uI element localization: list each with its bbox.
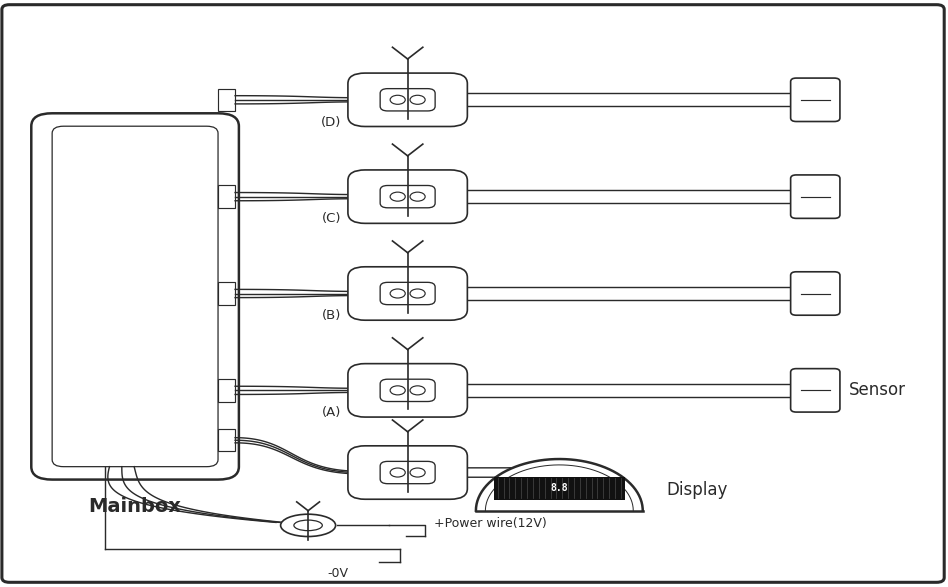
Bar — [218, 185, 235, 208]
FancyBboxPatch shape — [348, 446, 467, 499]
Ellipse shape — [294, 520, 322, 531]
FancyBboxPatch shape — [348, 170, 467, 224]
Text: +Power wire(12V): +Power wire(12V) — [434, 517, 547, 530]
FancyBboxPatch shape — [791, 78, 840, 122]
FancyBboxPatch shape — [380, 379, 435, 402]
FancyBboxPatch shape — [380, 461, 435, 484]
FancyBboxPatch shape — [791, 369, 840, 412]
FancyBboxPatch shape — [2, 5, 944, 582]
Text: 8.8: 8.8 — [551, 483, 568, 494]
FancyBboxPatch shape — [791, 175, 840, 218]
Ellipse shape — [410, 95, 425, 104]
Ellipse shape — [281, 514, 336, 537]
Text: (B): (B) — [322, 309, 341, 322]
FancyBboxPatch shape — [380, 282, 435, 305]
Text: -0V: -0V — [327, 567, 348, 580]
FancyBboxPatch shape — [791, 272, 840, 315]
Text: Mainbox: Mainbox — [88, 497, 182, 516]
Ellipse shape — [391, 468, 405, 477]
FancyBboxPatch shape — [52, 126, 218, 467]
Text: Display: Display — [666, 481, 728, 499]
FancyBboxPatch shape — [348, 73, 467, 127]
Ellipse shape — [391, 289, 405, 298]
Bar — [218, 89, 235, 111]
Ellipse shape — [391, 95, 405, 104]
Text: (A): (A) — [322, 406, 341, 419]
Ellipse shape — [410, 468, 425, 477]
Polygon shape — [476, 459, 643, 511]
Text: (C): (C) — [321, 212, 341, 225]
Ellipse shape — [391, 192, 405, 201]
Bar — [218, 429, 235, 451]
FancyBboxPatch shape — [348, 364, 467, 417]
Ellipse shape — [391, 386, 405, 395]
FancyBboxPatch shape — [380, 89, 435, 111]
FancyBboxPatch shape — [380, 185, 435, 208]
Bar — [494, 477, 625, 500]
Ellipse shape — [410, 386, 425, 395]
Text: Sensor: Sensor — [848, 382, 905, 399]
Bar — [218, 379, 235, 402]
FancyBboxPatch shape — [348, 267, 467, 321]
Bar — [218, 282, 235, 305]
Text: (D): (D) — [321, 116, 341, 129]
Ellipse shape — [410, 289, 425, 298]
FancyBboxPatch shape — [31, 113, 239, 480]
Ellipse shape — [410, 192, 425, 201]
